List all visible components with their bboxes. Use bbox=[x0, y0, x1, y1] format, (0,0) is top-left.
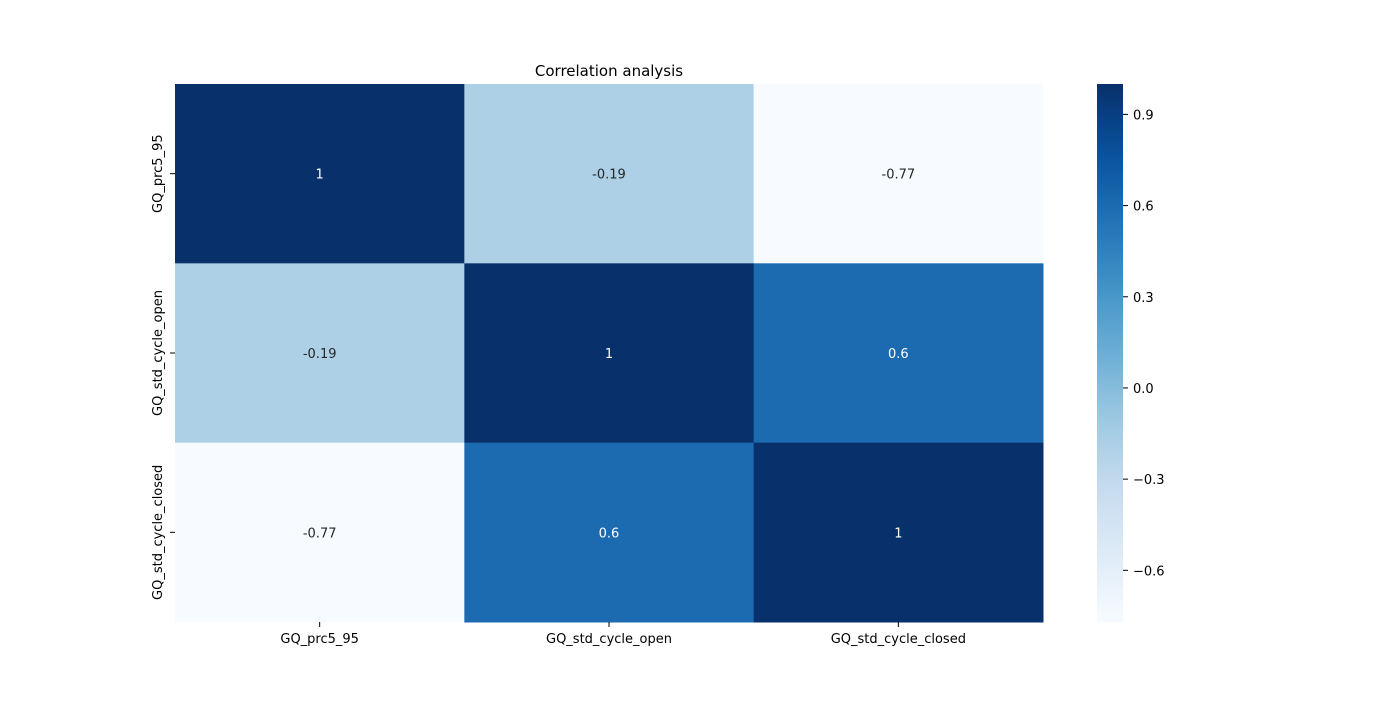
y-tick-label-1: GQ_std_cycle_open bbox=[151, 290, 166, 416]
heatmap-cell-r2-c1 bbox=[464, 442, 755, 623]
heatmap-cells bbox=[175, 84, 1044, 623]
x-tick-label-0: GQ_prc5_95 bbox=[280, 632, 359, 647]
cell-label-r0-c1: -0.19 bbox=[592, 168, 626, 183]
heatmap-cell-r1-c1 bbox=[464, 263, 755, 444]
x-axis: GQ_prc5_95 GQ_std_cycle_open GQ_std_cycle_… bbox=[280, 622, 966, 647]
chart-title: Correlation analysis bbox=[535, 62, 683, 80]
colorbar-tick-label-1: −0.3 bbox=[1133, 473, 1165, 488]
heatmap-cell-r2-c0 bbox=[175, 442, 465, 623]
colorbar-tick-label-2: 0.0 bbox=[1133, 382, 1154, 397]
y-tick-label-0: GQ_prc5_95 bbox=[151, 134, 166, 213]
cell-label-r1-c2: 0.6 bbox=[888, 347, 909, 362]
cell-label-r2-c1: 0.6 bbox=[599, 526, 620, 541]
cell-label-r1-c0: -0.19 bbox=[303, 347, 337, 362]
colorbar-gradient bbox=[1097, 84, 1123, 622]
heatmap-cell-r2-c2 bbox=[753, 442, 1044, 623]
heatmap-cell-labels: 1 -0.19 -0.77 -0.19 1 0.6 -0.77 0.6 1 bbox=[303, 168, 915, 542]
x-tick-label-2: GQ_std_cycle_closed bbox=[831, 632, 966, 647]
heatmap-cell-r1-c0 bbox=[175, 263, 465, 444]
x-tick-label-1: GQ_std_cycle_open bbox=[546, 632, 672, 647]
cell-label-r0-c0: 1 bbox=[316, 168, 324, 183]
heatmap-cell-r0-c1 bbox=[464, 84, 755, 264]
heatmap-cell-r0-c2 bbox=[753, 84, 1044, 264]
y-axis: GQ_prc5_95 GQ_std_cycle_open GQ_std_cycle_… bbox=[151, 134, 175, 600]
cell-label-r0-c2: -0.77 bbox=[882, 168, 916, 183]
colorbar-tick-label-0: −0.6 bbox=[1133, 564, 1165, 579]
colorbar-tick-label-3: 0.3 bbox=[1133, 291, 1154, 306]
colorbar: −0.6 −0.3 0.0 0.3 0.6 0.9 bbox=[1097, 84, 1165, 622]
colorbar-tick-label-4: 0.6 bbox=[1133, 200, 1154, 215]
colorbar-tick-label-5: 0.9 bbox=[1133, 108, 1154, 123]
heatmap-cell-r1-c2 bbox=[753, 263, 1044, 444]
cell-label-r1-c1: 1 bbox=[605, 347, 613, 362]
y-tick-label-2: GQ_std_cycle_closed bbox=[151, 465, 166, 600]
heatmap-cell-r0-c0 bbox=[175, 84, 465, 264]
cell-label-r2-c0: -0.77 bbox=[303, 526, 337, 541]
cell-label-r2-c2: 1 bbox=[894, 526, 902, 541]
